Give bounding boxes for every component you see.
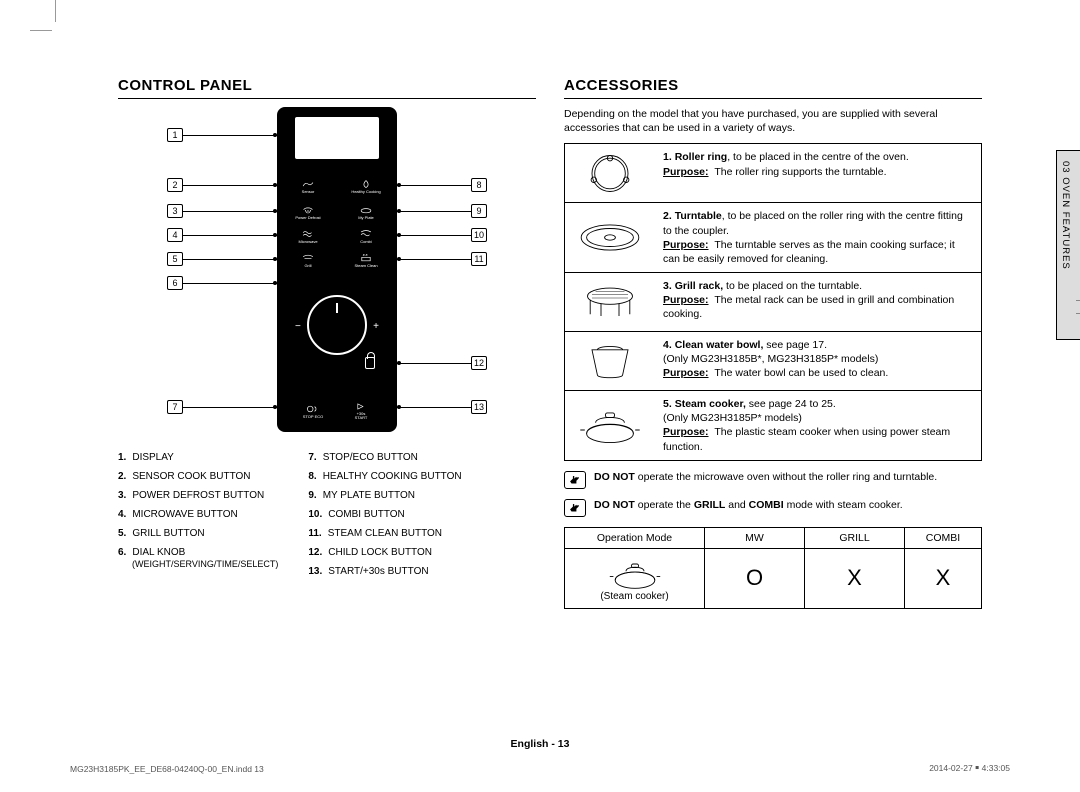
accessory-text: 1. Roller ring, to be placed in the cent… [655, 144, 981, 202]
dial-graphic [307, 295, 367, 355]
lock-icon [365, 357, 375, 369]
callout-3: 3 [167, 204, 277, 218]
accessories-heading: ACCESSORIES [564, 77, 982, 99]
callout-number: 4 [167, 228, 183, 242]
callout-number: 9 [471, 204, 487, 218]
callout-number: 6 [167, 276, 183, 290]
callout-number: 5 [167, 252, 183, 266]
accessory-text: 4. Clean water bowl, see page 17.(Only M… [655, 332, 981, 390]
callout-11: 11 [397, 252, 487, 266]
mode-head-cell: COMBI [905, 528, 981, 548]
accessory-row: 1. Roller ring, to be placed in the cent… [565, 144, 981, 203]
accessory-image [565, 273, 655, 331]
callout-9: 9 [397, 204, 487, 218]
legend-item: 6.DIAL KNOB(WEIGHT/SERVING/TIME/SELECT) [118, 546, 278, 571]
display-graphic [295, 117, 379, 159]
callout-12: 12 [397, 356, 487, 370]
callout-13: 13 [397, 400, 487, 414]
callout-number: 1 [167, 128, 183, 142]
accessory-row: 3. Grill rack, to be placed on the turnt… [565, 273, 981, 332]
crop-mark [55, 0, 56, 22]
control-panel-legend: 1.DISPLAY 2.SENSOR COOK BUTTON 3.POWER DEF… [118, 451, 536, 584]
trim-mark [1076, 300, 1080, 314]
mode-head-cell: MW [705, 528, 805, 548]
mode-table: Operation ModeMWGRILLCOMBI (Steam cooker… [564, 527, 982, 609]
section-tab-label: 03 OVEN FEATURES [1060, 161, 1071, 270]
accessory-text: 3. Grill rack, to be placed on the turnt… [655, 273, 981, 331]
callout-5: 5 [167, 252, 277, 266]
callout-1: 1 [167, 128, 277, 142]
accessories-intro: Depending on the model that you have pur… [564, 107, 982, 135]
callout-number: 3 [167, 204, 183, 218]
legend-item: 8.HEALTHY COOKING BUTTON [308, 470, 461, 483]
accessory-row: 5. Steam cooker, see page 24 to 25.(Only… [565, 391, 981, 460]
legend-item: 4.MICROWAVE BUTTON [118, 508, 278, 521]
callout-6: 6 [167, 276, 277, 290]
crop-mark [30, 30, 52, 31]
mode-cell: X [805, 549, 905, 608]
legend-item: 9.MY PLATE BUTTON [308, 489, 461, 502]
callout-10: 10 [397, 228, 487, 242]
legend-item: 2.SENSOR COOK BUTTON [118, 470, 278, 483]
footer-filename: MG23H3185PK_EE_DE68-04240Q-00_EN.indd 13 [70, 764, 264, 774]
hand-icon [564, 499, 586, 517]
callout-number: 13 [471, 400, 487, 414]
mode-head-cell: Operation Mode [565, 528, 705, 548]
legend-item: 10.COMBI BUTTON [308, 508, 461, 521]
callout-number: 7 [167, 400, 183, 414]
accessory-row: 4. Clean water bowl, see page 17.(Only M… [565, 332, 981, 391]
callout-number: 2 [167, 178, 183, 192]
legend-item: 5.GRILL BUTTON [118, 527, 278, 540]
callout-2: 2 [167, 178, 277, 192]
legend-item: 3.POWER DEFROST BUTTON [118, 489, 278, 502]
accessory-text: 2. Turntable, to be placed on the roller… [655, 203, 981, 272]
warning-note: DO NOT operate the microwave oven withou… [564, 471, 982, 489]
accessory-text: 5. Steam cooker, see page 24 to 25.(Only… [655, 391, 981, 460]
legend-item: 12.CHILD LOCK BUTTON [308, 546, 461, 559]
control-panel-section: CONTROL PANEL Sensor Healthy Cooking Pow… [118, 77, 536, 609]
control-panel-diagram: Sensor Healthy Cooking Power Defrost My … [167, 107, 487, 437]
accessory-image [565, 144, 655, 202]
callout-8: 8 [397, 178, 487, 192]
accessory-image [565, 391, 655, 460]
page-footer: English - 13 [0, 738, 1080, 750]
legend-item: 11.STEAM CLEAN BUTTON [308, 527, 461, 540]
mode-row-label: (Steam cooker) [600, 591, 668, 602]
accessories-table: 1. Roller ring, to be placed in the cent… [564, 143, 982, 460]
accessory-image [565, 203, 655, 272]
callout-number: 8 [471, 178, 487, 192]
footer-timestamp: 2014-02-27 ￭ 4:33:05 [929, 762, 1010, 774]
callout-number: 10 [471, 228, 487, 242]
legend-item: 13.START/+30s BUTTON [308, 565, 461, 578]
accessory-image [565, 332, 655, 390]
control-panel-heading: CONTROL PANEL [118, 77, 536, 99]
steam-cooker-icon [608, 555, 662, 591]
mode-cell: X [905, 549, 981, 608]
panel-graphic: Sensor Healthy Cooking Power Defrost My … [277, 107, 397, 432]
mode-cell: O [705, 549, 805, 608]
callout-7: 7 [167, 400, 277, 414]
legend-item: 7.STOP/ECO BUTTON [308, 451, 461, 464]
callout-4: 4 [167, 228, 277, 242]
accessory-row: 2. Turntable, to be placed on the roller… [565, 203, 981, 273]
mode-head-cell: GRILL [805, 528, 905, 548]
legend-item: 1.DISPLAY [118, 451, 278, 464]
accessories-section: ACCESSORIES Depending on the model that … [564, 77, 982, 609]
hand-icon [564, 471, 586, 489]
warning-note: DO NOT operate the GRILL and COMBI mode … [564, 499, 982, 517]
callout-number: 11 [471, 252, 487, 266]
callout-number: 12 [471, 356, 487, 370]
